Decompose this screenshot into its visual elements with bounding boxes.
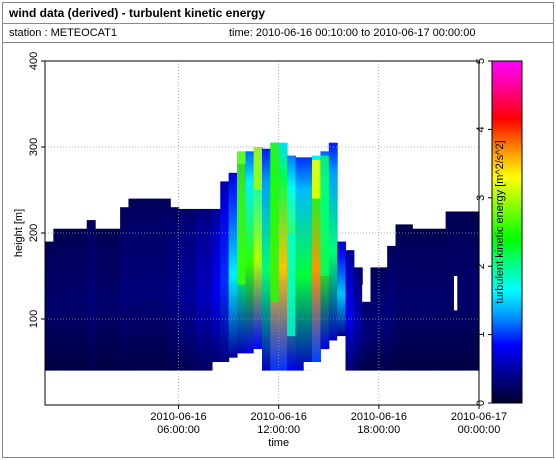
heatmap-column — [45, 241, 54, 371]
y-tick-label: 300 — [28, 138, 40, 156]
x-axis-label: time — [268, 437, 289, 449]
heatmap-column — [262, 148, 271, 371]
heatmap-column — [345, 250, 355, 371]
colorbar-tick-label: 2 — [475, 263, 487, 269]
colorbar-tick-label: 4 — [475, 126, 487, 132]
chart-title: wind data (derived) - turbulent kinetic … — [9, 6, 266, 20]
heatmap-column — [253, 147, 263, 350]
heatmap-column — [395, 224, 413, 371]
station-label: station : METEOCAT1 — [9, 27, 117, 39]
y-tick-label: 400 — [28, 52, 40, 70]
x-axis: 2010-06-1606:00:002010-06-1612:00:002010… — [150, 405, 507, 436]
y-axis: 100 200 300 400 — [28, 52, 45, 328]
heatmap-column — [312, 155, 322, 362]
colorbar-tick-label: 5 — [475, 58, 487, 64]
colorbar-axis: 0 1 2 3 4 5 — [475, 58, 492, 406]
y-tick-label: 100 — [28, 310, 40, 328]
x-tick-label-time: 06:00:00 — [157, 424, 200, 436]
missing-data-gap — [362, 284, 371, 302]
heatmap-column — [53, 228, 88, 371]
heatmap-cells — [45, 142, 480, 371]
colorbar-tick-label: 1 — [475, 332, 487, 338]
heatmap-column — [295, 157, 313, 371]
heatmap-column — [95, 228, 121, 371]
x-tick-label-date: 2010-06-16 — [150, 411, 206, 423]
x-tick-label-time: 00:00:00 — [458, 424, 501, 436]
colorbar-label: turbulent kinetic energy [m^2/s^2] — [494, 140, 506, 303]
heatmap-column — [387, 245, 397, 371]
heatmap-streak — [253, 147, 262, 190]
colorbar — [491, 60, 523, 404]
heatmap-column — [328, 142, 338, 341]
heatmap-column — [195, 208, 213, 371]
x-tick-label-date: 2010-06-16 — [251, 411, 307, 423]
heatmap-streak — [312, 159, 321, 199]
heatmap-column — [128, 198, 171, 371]
y-tick-label: 200 — [28, 224, 40, 242]
colorbar-tick-label: 0 — [475, 400, 487, 406]
colorbar-tick-label: 3 — [475, 195, 487, 201]
x-tick-label-date: 2010-06-16 — [351, 411, 407, 423]
heatmap-column — [170, 207, 180, 371]
missing-data-gap — [303, 362, 321, 371]
heatmap-streak — [270, 142, 279, 302]
heatmap-streak — [320, 155, 329, 276]
heatmap-column — [228, 172, 238, 358]
info-bar: station : METEOCAT1 time: 2010-06-16 00:… — [3, 24, 553, 43]
heatmap-column — [120, 207, 130, 371]
heatmap-streak — [287, 233, 296, 337]
missing-data-gap — [337, 336, 346, 371]
missing-data-gap — [453, 276, 458, 311]
time-range-label: time: 2010-06-16 00:10:00 to 2010-06-17 … — [229, 27, 476, 39]
heatmap-column — [337, 241, 347, 337]
heatmap-column — [211, 208, 221, 362]
heatmap-streak — [236, 151, 246, 285]
x-tick-label-time: 12:00:00 — [257, 424, 300, 436]
heatmap-column — [412, 228, 447, 371]
heatmap-column — [86, 220, 96, 371]
heatmap-column — [178, 208, 196, 371]
heatmap-column — [220, 181, 230, 362]
y-axis-label: height [m] — [13, 209, 25, 257]
heatmap-column — [362, 288, 372, 371]
x-tick-label-time: 18:00:00 — [357, 424, 400, 436]
heatmap-column — [245, 151, 255, 354]
heatmap-column — [353, 267, 363, 371]
title-bar: wind data (derived) - turbulent kinetic … — [3, 3, 553, 24]
missing-data-gap — [253, 349, 262, 371]
x-tick-label-date: 2010-06-17 — [451, 411, 507, 423]
heatmap-column — [445, 211, 480, 371]
